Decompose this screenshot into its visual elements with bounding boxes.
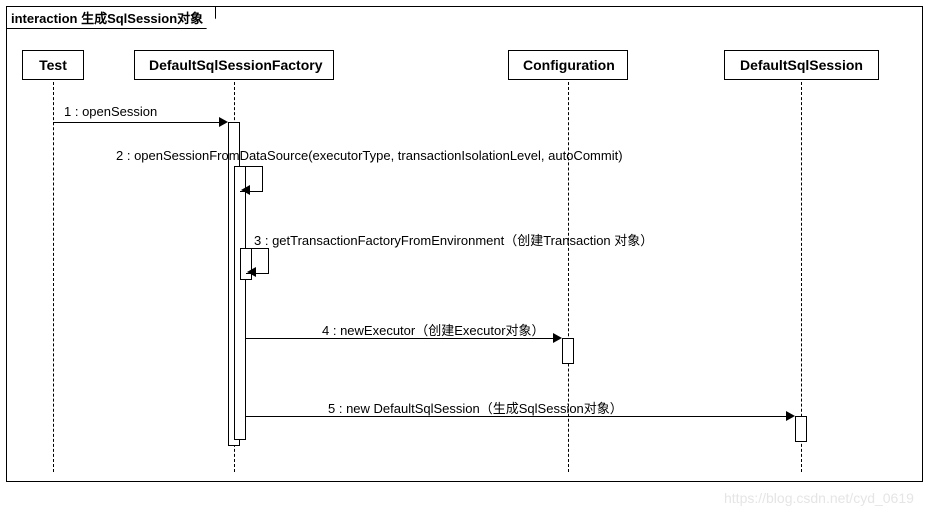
message-label: 2 : openSessionFromDataSource(executorTy…: [116, 148, 623, 163]
arrowhead-icon: [786, 411, 795, 421]
frame-label: interaction 生成SqlSession对象: [7, 7, 216, 29]
activation-bar: [234, 166, 246, 440]
participant-label: DefaultSqlSessionFactory: [149, 57, 323, 73]
message-arrow: [53, 122, 219, 123]
participant-label: Configuration: [523, 57, 615, 73]
activation-bar: [795, 416, 807, 442]
arrowhead-icon: [247, 267, 256, 277]
arrowhead-icon: [241, 185, 250, 195]
message-label: 3 : getTransactionFactoryFromEnvironment…: [254, 230, 653, 249]
participant-config: Configuration: [508, 50, 628, 80]
participant-session: DefaultSqlSession: [724, 50, 879, 80]
message-label: 5 : new DefaultSqlSession（生成SqlSession对象…: [328, 398, 623, 417]
lifeline-session: [801, 82, 802, 472]
sequence-diagram: interaction 生成SqlSession对象 Test DefaultS…: [0, 0, 930, 509]
message-label: 4 : newExecutor（创建Executor对象）: [322, 320, 545, 339]
activation-bar: [562, 338, 574, 364]
participant-test: Test: [22, 50, 84, 80]
participant-label: DefaultSqlSession: [740, 57, 863, 73]
arrowhead-icon: [219, 117, 228, 127]
arrowhead-icon: [553, 333, 562, 343]
watermark-text: https://blog.csdn.net/cyd_0619: [724, 490, 914, 506]
message-label: 1 : openSession: [64, 104, 157, 119]
participant-label: Test: [39, 57, 67, 73]
participant-factory: DefaultSqlSessionFactory: [134, 50, 334, 80]
lifeline-test: [53, 82, 54, 472]
